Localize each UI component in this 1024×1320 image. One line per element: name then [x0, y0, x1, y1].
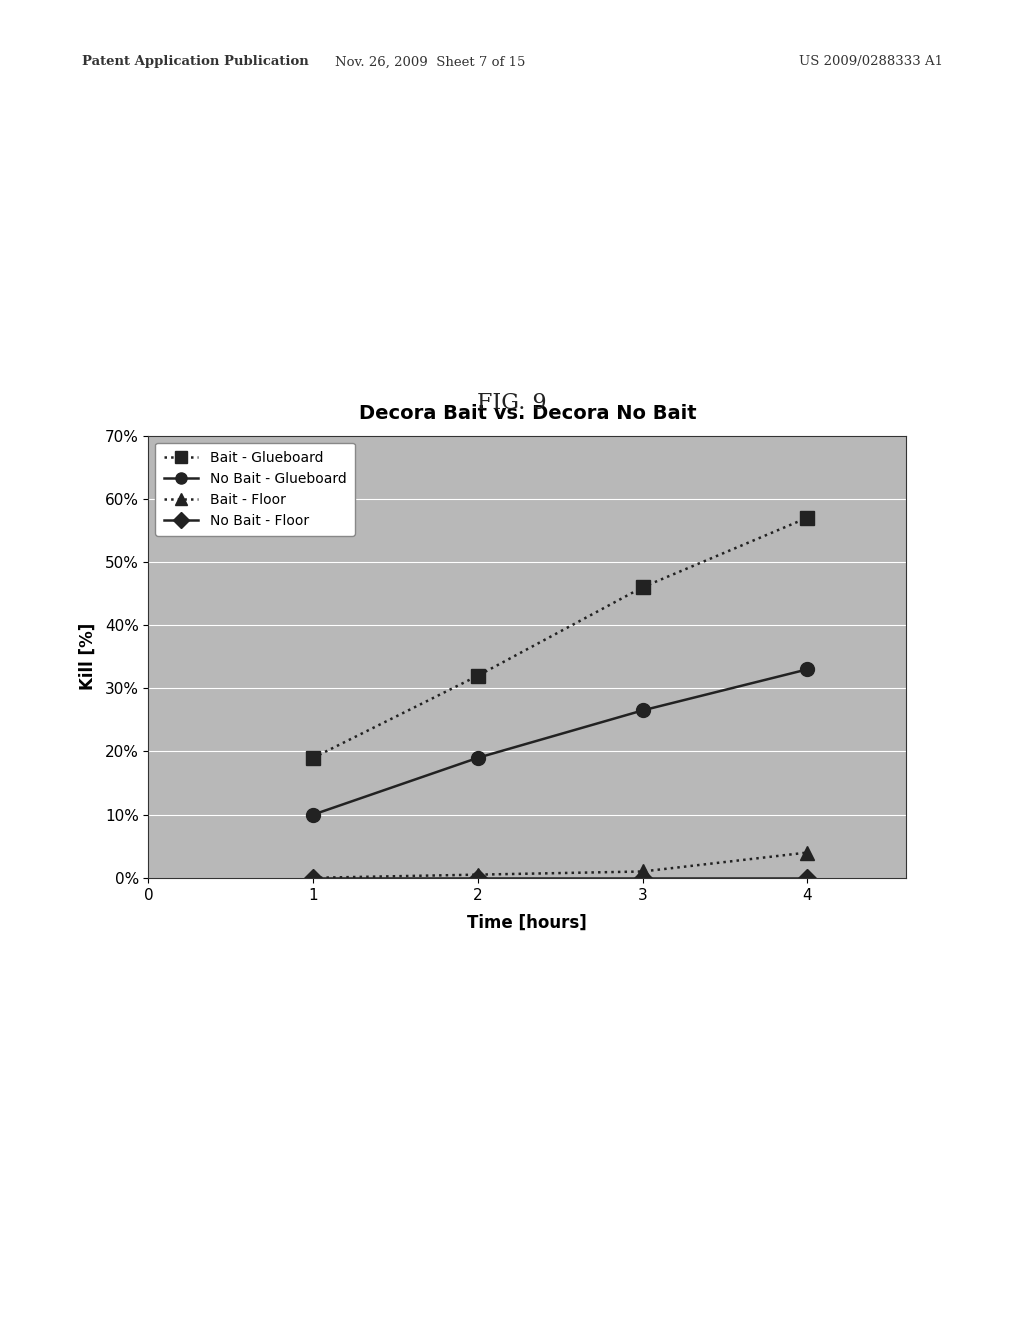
- X-axis label: Time [hours]: Time [hours]: [468, 913, 587, 932]
- Text: US 2009/0288333 A1: US 2009/0288333 A1: [799, 55, 943, 69]
- Text: FIG. 9: FIG. 9: [477, 392, 547, 413]
- Legend: Bait - Glueboard, No Bait - Glueboard, Bait - Floor, No Bait - Floor: Bait - Glueboard, No Bait - Glueboard, B…: [156, 442, 354, 536]
- Text: Patent Application Publication: Patent Application Publication: [82, 55, 308, 69]
- Title: Decora Bait vs. Decora No Bait: Decora Bait vs. Decora No Bait: [358, 404, 696, 422]
- Y-axis label: Kill [%]: Kill [%]: [79, 623, 96, 690]
- Text: Nov. 26, 2009  Sheet 7 of 15: Nov. 26, 2009 Sheet 7 of 15: [335, 55, 525, 69]
